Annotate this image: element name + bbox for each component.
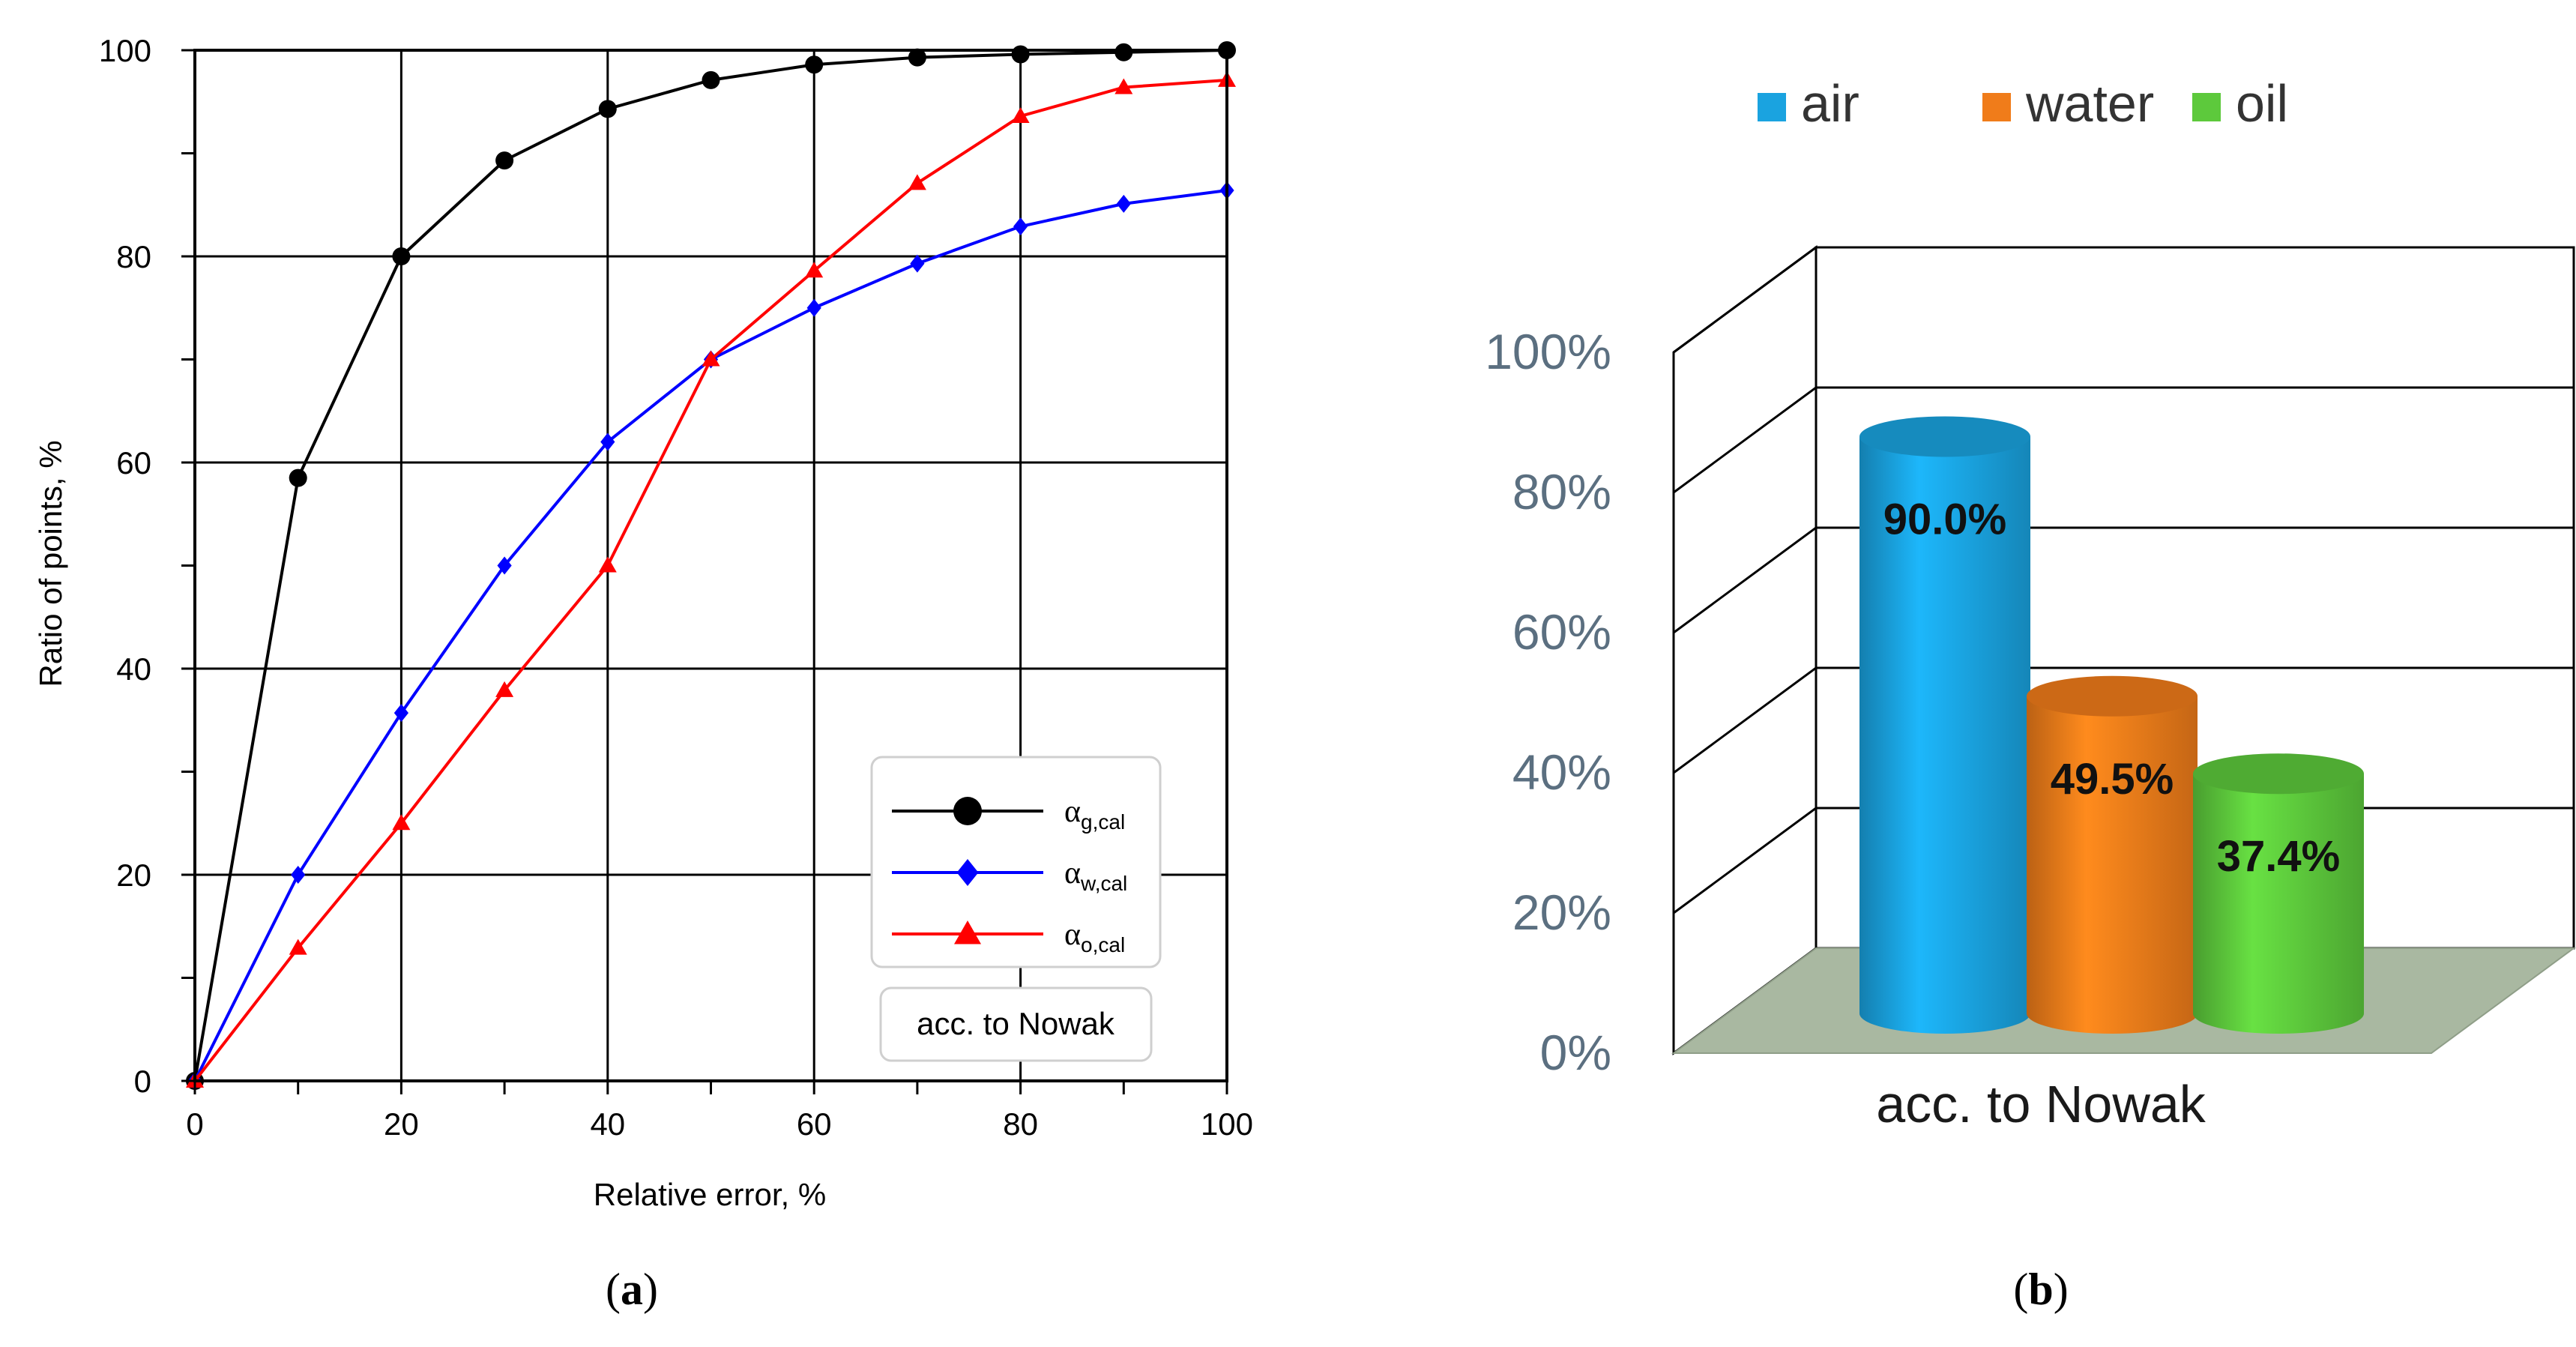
data-point-w bbox=[291, 866, 306, 884]
y-tick-label: 40 bbox=[116, 651, 151, 687]
data-point-w bbox=[806, 298, 821, 317]
legend-marker-w bbox=[956, 859, 979, 886]
y-axis-label: Ratio of points, % bbox=[33, 440, 68, 687]
panel-b-bar-chart: 0% 20% 40% 60% 80% 100% 90.0% 49.5% 37.4% acc. … bbox=[1485, 74, 2576, 1314]
y-tick-label: 80% bbox=[1512, 464, 1611, 519]
y-tick-label: 60 bbox=[116, 445, 151, 480]
data-point-o bbox=[495, 681, 514, 697]
data-point-w bbox=[1013, 217, 1028, 236]
legend-label-air: air bbox=[1801, 74, 1859, 133]
legend-label-g: αg,cal bbox=[1064, 795, 1125, 834]
data-point-o bbox=[805, 262, 824, 278]
x-tick-labels: 0 20 40 60 80 100 bbox=[186, 1106, 1253, 1142]
data-point-g bbox=[1011, 45, 1030, 64]
y-tick-label: 20% bbox=[1512, 885, 1611, 940]
y-tick-labels: 0 20 40 60 80 100 bbox=[99, 33, 151, 1099]
data-point-o bbox=[908, 174, 926, 190]
bar-body-air bbox=[1859, 436, 2030, 1034]
panel-a-line-chart: 0 20 40 60 80 100 0 20 40 60 80 100 Relative error… bbox=[33, 33, 1253, 1314]
data-point-o bbox=[1011, 107, 1030, 123]
legend-label-oil: oil bbox=[2236, 74, 2288, 133]
bar-oil: 37.4% bbox=[2193, 753, 2364, 1034]
annotation-text: acc. to Nowak bbox=[917, 1006, 1115, 1041]
legend-swatch-oil bbox=[2192, 93, 2221, 121]
data-point-g bbox=[598, 100, 617, 118]
y-tick-label: 40% bbox=[1512, 744, 1611, 800]
series-lines bbox=[186, 41, 1236, 1090]
grid-line-wall bbox=[1673, 386, 1817, 494]
data-point-o bbox=[392, 814, 411, 831]
x-tick-label: 20 bbox=[384, 1106, 419, 1142]
y-tick-label: 100% bbox=[1485, 324, 1611, 379]
bar-body-oil bbox=[2193, 774, 2364, 1034]
bar-top-air bbox=[1859, 416, 2030, 457]
annotation-box bbox=[879, 986, 1153, 1062]
legend-label-water: water bbox=[2025, 74, 2154, 133]
data-point-g bbox=[805, 55, 824, 74]
grid-line-wall bbox=[1673, 807, 1817, 914]
bar-body-water bbox=[2027, 696, 2198, 1034]
data-point-w bbox=[497, 556, 512, 575]
bar-air: 90.0% bbox=[1859, 416, 2030, 1034]
data-label-water: 49.5% bbox=[2051, 755, 2174, 804]
y-tick-label: 100 bbox=[99, 33, 151, 68]
x-category-label: acc. to Nowak bbox=[1876, 1075, 2207, 1133]
x-tick-label: 40 bbox=[590, 1106, 625, 1142]
bar-top-water bbox=[2027, 675, 2198, 717]
legend-swatch-air bbox=[1758, 93, 1786, 121]
data-point-w bbox=[393, 704, 408, 723]
data-point-g bbox=[392, 247, 411, 265]
data-point-o bbox=[289, 938, 307, 955]
y-tick-label: 80 bbox=[116, 239, 151, 274]
x-tick-label: 60 bbox=[797, 1106, 832, 1142]
data-point-o bbox=[702, 350, 720, 367]
x-tick-label: 100 bbox=[1201, 1106, 1253, 1142]
data-point-o bbox=[1114, 78, 1133, 94]
data-point-w bbox=[600, 433, 615, 451]
data-label-oil: 37.4% bbox=[2217, 832, 2340, 881]
data-point-g bbox=[908, 48, 926, 67]
legend-swatch-water bbox=[1982, 93, 2011, 121]
y-tick-label: 60% bbox=[1512, 604, 1611, 660]
data-point-w bbox=[1116, 194, 1131, 213]
data-label-air: 90.0% bbox=[1883, 495, 2006, 544]
data-point-w bbox=[910, 254, 925, 273]
y-tick-label: 20 bbox=[116, 858, 151, 893]
legend: air water oil bbox=[1758, 74, 2288, 133]
bar-top-oil bbox=[2193, 753, 2364, 795]
grid-line-wall bbox=[1673, 526, 1817, 634]
x-axis-label: Relative error, % bbox=[594, 1177, 826, 1212]
axes bbox=[181, 49, 1228, 1094]
x-tick-label: 80 bbox=[1003, 1106, 1038, 1142]
data-point-g bbox=[289, 468, 307, 487]
x-tick-label: 0 bbox=[186, 1106, 203, 1142]
y-tick-labels: 0% 20% 40% 60% 80% 100% bbox=[1485, 324, 1611, 1080]
data-point-g bbox=[495, 151, 514, 170]
legend-marker-g bbox=[953, 797, 982, 825]
data-point-o bbox=[598, 556, 617, 573]
legend-label-w: αw,cal bbox=[1064, 856, 1127, 895]
panel-caption-b: (b) bbox=[2013, 1265, 2068, 1314]
grid-line-wall bbox=[1673, 246, 1817, 354]
legend: αg,cal αw,cal αo,cal bbox=[892, 795, 1127, 956]
grid-line-wall bbox=[1673, 666, 1817, 774]
data-point-g bbox=[702, 70, 720, 89]
panel-caption-a: (a) bbox=[606, 1265, 658, 1314]
data-point-g bbox=[1114, 43, 1133, 61]
y-tick-label: 0% bbox=[1540, 1025, 1611, 1080]
legend-label-o: αo,cal bbox=[1064, 917, 1125, 956]
legend-marker-o bbox=[954, 920, 981, 944]
y-tick-label: 0 bbox=[134, 1064, 151, 1099]
bar-water: 49.5% bbox=[2027, 675, 2198, 1034]
bars: 90.0% 49.5% 37.4% bbox=[1859, 416, 2364, 1034]
